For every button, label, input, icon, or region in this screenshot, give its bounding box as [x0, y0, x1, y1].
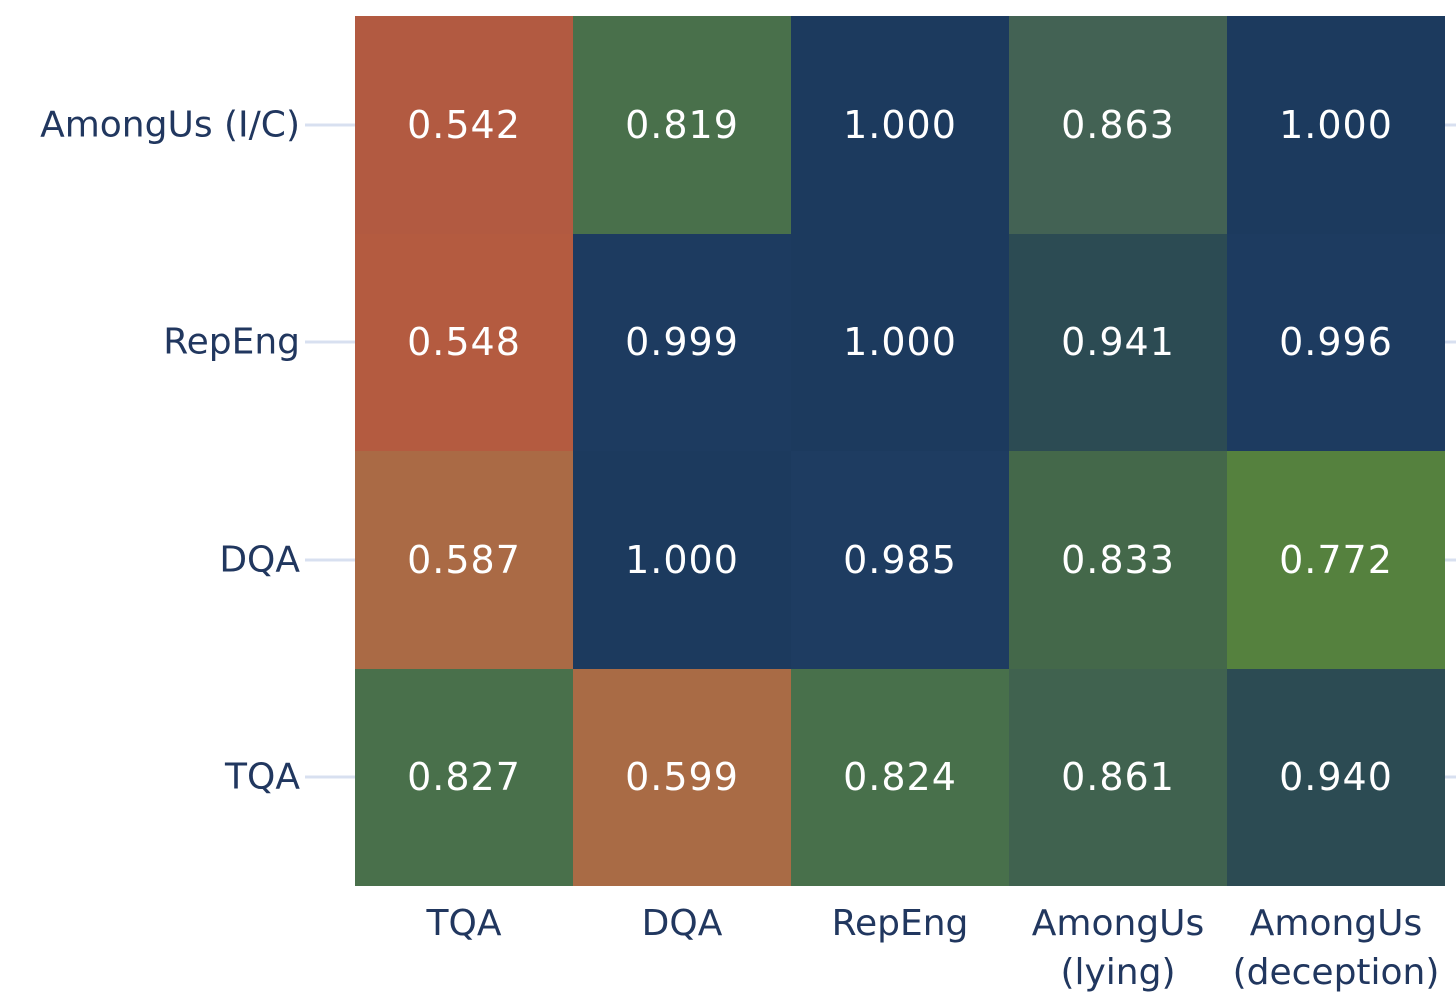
- cell-value: 0.863: [1061, 102, 1175, 147]
- heatmap-cell: 1.000: [791, 233, 1009, 451]
- x-axis-label-amongus-deception: AmongUs (deception): [1232, 903, 1440, 993]
- heatmap-cell: 0.827: [355, 668, 573, 886]
- heatmap-cell: 0.819: [573, 16, 791, 234]
- heatmap-cell: 0.863: [1009, 16, 1227, 234]
- y-axis-label-dqa: DQA: [219, 539, 300, 581]
- heatmap-cell: 0.941: [1009, 233, 1227, 451]
- y-tick-left: [305, 340, 355, 344]
- y-tick-right: [1445, 775, 1456, 779]
- heatmap-cell: 1.000: [1227, 16, 1445, 234]
- heatmap-cell: 0.772: [1227, 451, 1445, 669]
- y-tick-left: [305, 123, 355, 127]
- cell-value: 0.985: [843, 537, 957, 582]
- x-axis-label-amongus-lying: AmongUs (lying): [1031, 903, 1205, 993]
- heatmap-cell: 1.000: [791, 16, 1009, 234]
- cell-value: 0.772: [1279, 537, 1393, 582]
- cell-value: 0.833: [1061, 537, 1175, 582]
- y-axis-label-tqa: TQA: [225, 756, 300, 798]
- cell-value: 0.941: [1061, 320, 1175, 365]
- cell-value: 0.827: [407, 755, 521, 800]
- cell-value: 0.996: [1279, 320, 1393, 365]
- cell-value: 0.819: [625, 102, 739, 147]
- heatmap-cell: 0.833: [1009, 451, 1227, 669]
- heatmap-cell: 0.985: [791, 451, 1009, 669]
- cell-value: 1.000: [843, 102, 957, 147]
- y-tick-right: [1445, 558, 1456, 562]
- y-axis-label-amongus-ic: AmongUs (I/C): [40, 104, 300, 146]
- cell-value: 0.599: [625, 755, 739, 800]
- heatmap-cell: 1.000: [573, 451, 791, 669]
- y-tick-left: [305, 775, 355, 779]
- cell-value: 1.000: [625, 537, 739, 582]
- heatmap-cell: 0.599: [573, 668, 791, 886]
- heatmap-grid: 0.542 0.819 1.000 0.863 1.000 0.548 0.99…: [355, 16, 1445, 886]
- cell-value: 0.548: [407, 320, 521, 365]
- heatmap-cell: 0.548: [355, 233, 573, 451]
- cell-value: 1.000: [1279, 102, 1393, 147]
- cell-value: 0.999: [625, 320, 739, 365]
- heatmap-cell: 0.996: [1227, 233, 1445, 451]
- y-tick-right: [1445, 340, 1456, 344]
- heatmap-cell: 0.542: [355, 16, 573, 234]
- heatmap-cell: 0.824: [791, 668, 1009, 886]
- cell-value: 1.000: [843, 320, 957, 365]
- y-tick-left: [305, 558, 355, 562]
- cell-value: 0.861: [1061, 755, 1175, 800]
- cell-value: 0.542: [407, 102, 521, 147]
- y-tick-right: [1445, 123, 1456, 127]
- heatmap-cell: 0.861: [1009, 668, 1227, 886]
- heatmap-cell: 0.999: [573, 233, 791, 451]
- cell-value: 0.940: [1279, 755, 1393, 800]
- cell-value: 0.587: [407, 537, 521, 582]
- x-axis-label-tqa: TQA: [426, 903, 502, 944]
- heatmap-cell: 0.587: [355, 451, 573, 669]
- x-axis-label-dqa: DQA: [641, 903, 723, 944]
- y-axis-label-repeng: RepEng: [163, 321, 300, 363]
- heatmap-cell: 0.940: [1227, 668, 1445, 886]
- x-axis-label-repeng: RepEng: [831, 903, 969, 944]
- cell-value: 0.824: [843, 755, 957, 800]
